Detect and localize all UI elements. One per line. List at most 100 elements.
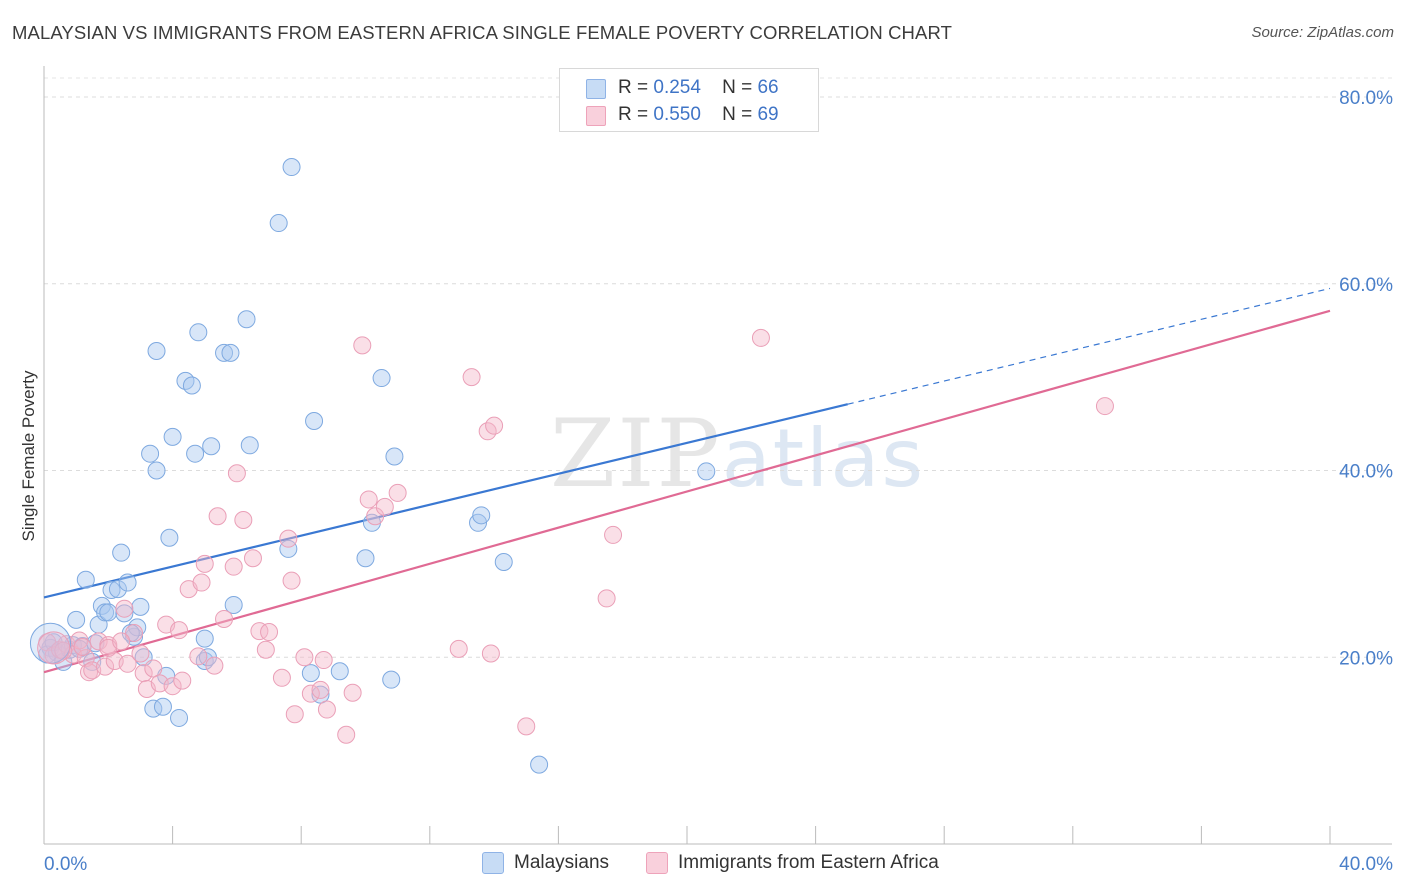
legend-swatch-eastern-africa bbox=[586, 106, 606, 126]
point-eastern-africa bbox=[301, 684, 320, 703]
source-label: Source: ZipAtlas.com bbox=[1251, 24, 1394, 41]
point-eastern-africa bbox=[388, 483, 407, 502]
point-eastern-africa bbox=[234, 510, 253, 529]
point-eastern-africa bbox=[115, 599, 134, 618]
chart-title: MALAYSIAN VS IMMIGRANTS FROM EASTERN AFR… bbox=[12, 22, 952, 43]
point-malaysians bbox=[67, 610, 86, 629]
point-malaysians bbox=[356, 549, 375, 568]
point-eastern-africa bbox=[224, 557, 243, 576]
point-malaysians bbox=[279, 539, 298, 558]
point-malaysians bbox=[221, 343, 240, 362]
point-malaysians bbox=[182, 376, 201, 395]
trend-lines bbox=[43, 287, 1331, 674]
point-malaysians bbox=[176, 371, 195, 390]
point-malaysians bbox=[160, 528, 179, 547]
y-tick-label: 40.0% bbox=[1339, 462, 1393, 483]
point-eastern-africa bbox=[215, 609, 234, 628]
point-malaysians bbox=[269, 214, 288, 233]
y-axis-label: Single Female Poverty bbox=[19, 370, 38, 542]
legend-text: R = 0.254 N = 66 bbox=[618, 77, 779, 99]
point-eastern-africa bbox=[250, 622, 269, 641]
point-malaysians bbox=[189, 323, 208, 342]
data-points bbox=[29, 158, 1114, 774]
point-malaysians bbox=[186, 444, 205, 463]
point-malaysians bbox=[118, 573, 137, 592]
y-tick-label: 80.0% bbox=[1339, 88, 1393, 109]
legend-n-label: N = bbox=[722, 104, 753, 125]
point-malaysians bbox=[305, 412, 324, 431]
point-malaysians bbox=[76, 570, 95, 589]
point-eastern-africa bbox=[243, 549, 262, 568]
legend-r-value: 0.254 bbox=[653, 77, 701, 98]
point-malaysians bbox=[530, 755, 549, 774]
point-eastern-africa bbox=[597, 589, 616, 608]
legend-n-label: N = bbox=[722, 77, 753, 98]
point-eastern-africa bbox=[173, 671, 192, 690]
point-eastern-africa bbox=[604, 525, 623, 544]
point-malaysians bbox=[330, 662, 349, 681]
bottom-legend-swatch-eastern-africa bbox=[646, 852, 668, 874]
bottom-legend-label-malaysians: Malaysians bbox=[514, 852, 610, 873]
point-eastern-africa bbox=[337, 725, 356, 744]
point-eastern-africa bbox=[317, 700, 336, 719]
point-malaysians bbox=[195, 629, 214, 648]
point-eastern-africa bbox=[295, 648, 314, 667]
point-eastern-africa bbox=[366, 507, 385, 526]
point-malaysians bbox=[102, 581, 121, 600]
point-malaysians bbox=[472, 506, 491, 525]
point-malaysians bbox=[163, 427, 182, 446]
point-eastern-africa bbox=[517, 717, 536, 736]
bottom-legend-label-eastern-africa: Immigrants from Eastern Africa bbox=[678, 852, 939, 873]
point-eastern-africa bbox=[208, 507, 227, 526]
x-tick-label: 0.0% bbox=[44, 854, 87, 875]
legend-r-label: R = bbox=[618, 77, 649, 98]
point-eastern-africa bbox=[1095, 397, 1114, 416]
point-malaysians bbox=[215, 343, 234, 362]
axes bbox=[43, 66, 1392, 845]
point-malaysians bbox=[385, 447, 404, 466]
point-eastern-africa bbox=[285, 705, 304, 724]
point-eastern-africa bbox=[112, 632, 131, 651]
point-eastern-africa bbox=[462, 368, 481, 387]
point-malaysians bbox=[301, 664, 320, 683]
legend-r-label: R = bbox=[618, 104, 649, 125]
point-eastern-africa bbox=[118, 654, 137, 673]
legend-n-value: 66 bbox=[757, 77, 779, 98]
point-eastern-africa bbox=[80, 663, 99, 682]
point-eastern-africa-cluster bbox=[37, 631, 71, 665]
y-tick-label: 60.0% bbox=[1339, 275, 1393, 296]
point-eastern-africa bbox=[144, 659, 163, 678]
point-eastern-africa bbox=[481, 644, 500, 663]
trend-line-eastern-africa bbox=[43, 309, 1331, 674]
point-eastern-africa bbox=[96, 657, 115, 676]
point-eastern-africa bbox=[359, 490, 378, 509]
axis-labels: 20.0% 40.0% 60.0% 80.0% 0.0% 40.0% Single Fema… bbox=[19, 88, 1393, 875]
point-malaysians bbox=[311, 685, 330, 704]
point-eastern-africa bbox=[353, 336, 372, 355]
point-malaysians bbox=[108, 580, 127, 599]
legend-r-value: 0.550 bbox=[653, 104, 701, 125]
bottom-legend-swatch-malaysians bbox=[482, 852, 504, 874]
point-malaysians bbox=[99, 603, 118, 622]
point-eastern-africa bbox=[751, 328, 770, 347]
point-malaysians bbox=[147, 461, 166, 480]
point-eastern-africa bbox=[256, 640, 275, 659]
point-eastern-africa bbox=[205, 656, 224, 675]
point-malaysians bbox=[237, 310, 256, 329]
point-malaysians bbox=[202, 437, 221, 456]
point-eastern-africa bbox=[227, 464, 246, 483]
point-malaysians bbox=[240, 436, 259, 455]
point-eastern-africa bbox=[89, 632, 108, 651]
point-eastern-africa bbox=[343, 683, 362, 702]
point-eastern-africa bbox=[170, 621, 189, 640]
grid-lines bbox=[44, 77, 1392, 658]
point-malaysians bbox=[224, 595, 243, 614]
point-eastern-africa bbox=[163, 677, 182, 696]
point-eastern-africa bbox=[485, 416, 504, 435]
legend-swatch-malaysians bbox=[586, 79, 606, 99]
point-malaysians bbox=[372, 369, 391, 388]
correlation-legend: R = 0.254 N = 66 R = 0.550 N = 69 bbox=[559, 68, 819, 132]
point-malaysians bbox=[147, 341, 166, 360]
point-eastern-africa bbox=[449, 639, 468, 658]
